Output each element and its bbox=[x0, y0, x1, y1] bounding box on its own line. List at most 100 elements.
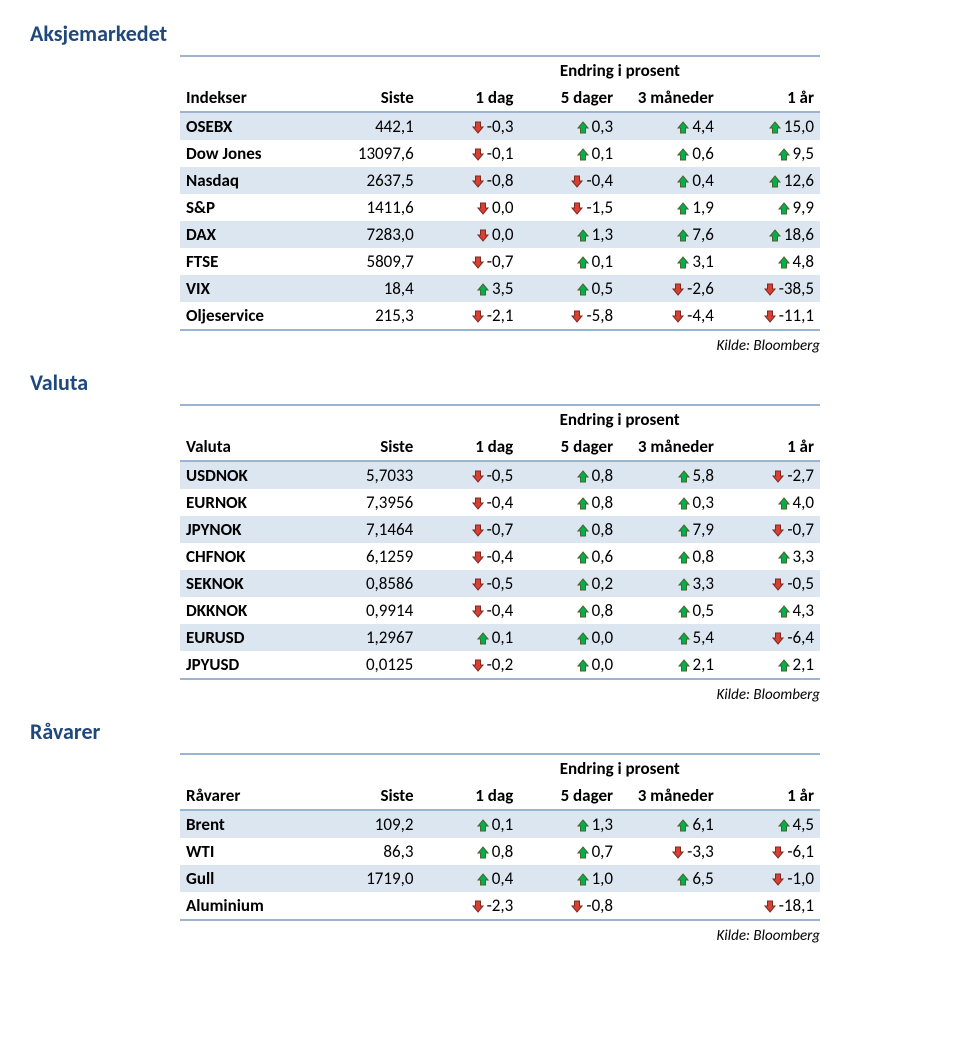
change-value: 1,3 bbox=[592, 814, 613, 835]
arrow-up-icon bbox=[576, 550, 590, 565]
row-siste: 86,3 bbox=[320, 838, 420, 865]
table-row: Brent109,20,11,36,14,5 bbox=[180, 810, 820, 838]
arrow-up-icon bbox=[777, 496, 791, 511]
change-value: -0,1 bbox=[487, 143, 514, 164]
change-value: -2,3 bbox=[487, 895, 514, 916]
arrow-down-icon bbox=[471, 469, 485, 484]
row-siste: 5809,7 bbox=[319, 248, 419, 275]
col-5dager: 5 dager bbox=[519, 433, 619, 461]
change-value: 9,5 bbox=[793, 143, 814, 164]
change-value: 0,8 bbox=[592, 600, 613, 621]
arrow-up-icon bbox=[677, 577, 691, 592]
col-1dag: 1 dag bbox=[419, 433, 519, 461]
arrow-down-icon bbox=[671, 845, 685, 860]
col-5dager: 5 dager bbox=[519, 84, 619, 112]
change-value: 3,5 bbox=[492, 278, 513, 299]
row-change: -2,7 bbox=[720, 461, 820, 489]
change-value: 0,5 bbox=[693, 600, 714, 621]
change-value: 0,0 bbox=[492, 224, 513, 245]
change-value: 7,6 bbox=[692, 224, 713, 245]
table-row: DKKNOK0,9914-0,40,80,54,3 bbox=[180, 597, 820, 624]
arrow-up-icon bbox=[576, 228, 590, 243]
arrow-up-icon bbox=[476, 845, 490, 860]
row-change: -4,4 bbox=[619, 302, 720, 330]
row-change: 0,4 bbox=[619, 167, 720, 194]
row-name: EURUSD bbox=[180, 624, 319, 651]
row-change: -0,7 bbox=[420, 248, 520, 275]
col-label: Indekser bbox=[180, 84, 319, 112]
arrow-up-icon bbox=[777, 147, 791, 162]
row-change: 3,5 bbox=[420, 275, 520, 302]
row-change: 0,2 bbox=[519, 570, 619, 597]
row-change: -0,3 bbox=[420, 112, 520, 140]
col-3mnd: 3 måneder bbox=[619, 84, 720, 112]
source-label: Kilde: Bloomberg bbox=[180, 927, 820, 945]
row-change: 2,1 bbox=[619, 651, 720, 679]
change-value: -0,5 bbox=[787, 573, 814, 594]
row-change: 1,3 bbox=[519, 221, 619, 248]
change-value: -0,5 bbox=[487, 465, 514, 486]
table-row: OSEBX442,1-0,30,34,415,0 bbox=[180, 112, 820, 140]
change-value: 0,1 bbox=[592, 143, 613, 164]
row-change: 4,4 bbox=[619, 112, 720, 140]
arrow-down-icon bbox=[771, 631, 785, 646]
table-container: Endring i prosentValutaSiste1 dag5 dager… bbox=[180, 404, 930, 680]
arrow-up-icon bbox=[576, 818, 590, 833]
row-change: 3,3 bbox=[619, 570, 720, 597]
arrow-down-icon bbox=[771, 872, 785, 887]
change-value: 0,4 bbox=[492, 868, 513, 889]
change-value: 0,8 bbox=[592, 465, 613, 486]
row-change bbox=[619, 892, 720, 920]
row-change: 0,6 bbox=[619, 140, 720, 167]
row-change: -11,1 bbox=[720, 302, 820, 330]
change-value: 12,6 bbox=[784, 170, 814, 191]
arrow-up-icon bbox=[676, 201, 690, 216]
row-change: -2,3 bbox=[420, 892, 520, 920]
row-siste bbox=[320, 892, 420, 920]
row-change: 2,1 bbox=[720, 651, 820, 679]
row-change: -0,2 bbox=[419, 651, 519, 679]
arrow-down-icon bbox=[471, 577, 485, 592]
change-value: -0,4 bbox=[487, 546, 514, 567]
change-value: -0,2 bbox=[487, 654, 514, 675]
table-row: Nasdaq2637,5-0,8-0,40,412,6 bbox=[180, 167, 820, 194]
row-change: 5,8 bbox=[619, 461, 720, 489]
arrow-up-icon bbox=[576, 496, 590, 511]
arrow-down-icon bbox=[771, 845, 785, 860]
row-change: 7,6 bbox=[619, 221, 720, 248]
arrow-up-icon bbox=[576, 604, 590, 619]
section-title: Valuta bbox=[30, 369, 930, 396]
arrow-up-icon bbox=[677, 523, 691, 538]
arrow-up-icon bbox=[676, 174, 690, 189]
arrow-up-icon bbox=[576, 255, 590, 270]
arrow-down-icon bbox=[671, 282, 685, 297]
arrow-up-icon bbox=[576, 658, 590, 673]
arrow-up-icon bbox=[676, 872, 690, 887]
table-row: WTI86,30,80,7-3,3-6,1 bbox=[180, 838, 820, 865]
arrow-down-icon bbox=[471, 147, 485, 162]
change-value: 15,0 bbox=[784, 116, 814, 137]
change-value: 0,3 bbox=[592, 116, 613, 137]
row-change: 0,1 bbox=[420, 810, 520, 838]
row-name: Gull bbox=[180, 865, 320, 892]
arrow-up-icon bbox=[476, 818, 490, 833]
change-heading: Endring i prosent bbox=[419, 405, 820, 433]
change-value: 0,6 bbox=[692, 143, 713, 164]
table-row: JPYNOK7,1464-0,70,87,9-0,7 bbox=[180, 516, 820, 543]
row-name: FTSE bbox=[180, 248, 319, 275]
row-change: 0,5 bbox=[519, 275, 619, 302]
change-value: 0,5 bbox=[592, 278, 613, 299]
row-change: 0,1 bbox=[519, 140, 619, 167]
arrow-down-icon bbox=[471, 120, 485, 135]
arrow-down-icon bbox=[471, 658, 485, 673]
row-change: -0,5 bbox=[419, 570, 519, 597]
change-value: 6,5 bbox=[692, 868, 713, 889]
table-row: EURNOK7,3956-0,40,80,34,0 bbox=[180, 489, 820, 516]
arrow-up-icon bbox=[768, 228, 782, 243]
change-value: 4,4 bbox=[692, 116, 713, 137]
arrow-up-icon bbox=[576, 469, 590, 484]
change-value: 0,2 bbox=[592, 573, 613, 594]
arrow-down-icon bbox=[771, 523, 785, 538]
row-siste: 7,3956 bbox=[319, 489, 419, 516]
row-change: 15,0 bbox=[720, 112, 820, 140]
